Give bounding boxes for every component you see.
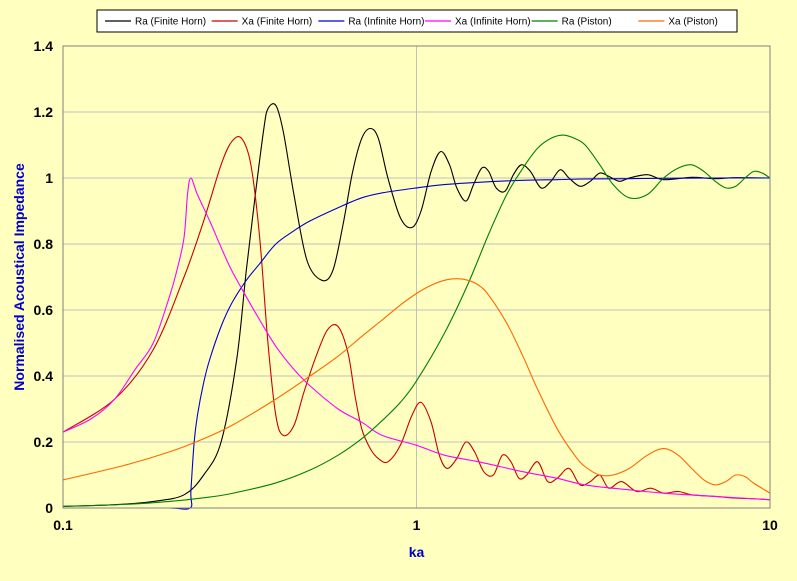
legend-box: [96, 9, 738, 33]
series-line-5: [62, 134, 771, 507]
y-tick-label: 0.8: [34, 236, 54, 252]
y-axis-title: Normalised Acoustical Impedance: [11, 163, 27, 391]
series-lines: [62, 103, 771, 510]
legend-label: Ra (Piston): [562, 17, 612, 28]
x-tick-label: 10: [762, 517, 778, 533]
y-tick-label: 0.6: [34, 302, 54, 318]
x-tick-label: 0.1: [53, 517, 73, 533]
y-tick-label: 0: [45, 500, 53, 516]
series-line-4: [62, 177, 771, 501]
legend-label: Xa (Infinite Horn): [455, 17, 531, 28]
x-tick-label: 1: [413, 517, 421, 533]
y-tick-label: 0.4: [34, 368, 54, 384]
y-tick-label: 0.2: [34, 434, 54, 450]
plot-frame: [62, 45, 771, 509]
legend-label: Xa (Piston): [668, 17, 717, 28]
y-tick-label: 1: [45, 170, 53, 186]
y-tick-labels: 0 0.2 0.4 0.6 0.8 1 1.2 1.4: [34, 38, 54, 516]
legend-label: Ra (Infinite Horn): [348, 17, 424, 28]
x-tick-labels: 0.1 1 10: [53, 517, 778, 533]
legend-label: Xa (Finite Horn): [242, 17, 313, 28]
series-line-1: [62, 103, 771, 507]
series-line-6: [62, 278, 771, 494]
series-line-3: [63, 177, 771, 510]
y-tick-label: 1.2: [34, 104, 54, 120]
y-tick-label: 1.4: [34, 38, 54, 54]
series-line-2: [62, 136, 771, 501]
x-axis-title: ka: [409, 544, 425, 560]
legend: Ra (Finite Horn) Xa (Finite Horn) Ra (Infi…: [96, 9, 738, 33]
legend-label: Ra (Finite Horn): [135, 17, 206, 28]
